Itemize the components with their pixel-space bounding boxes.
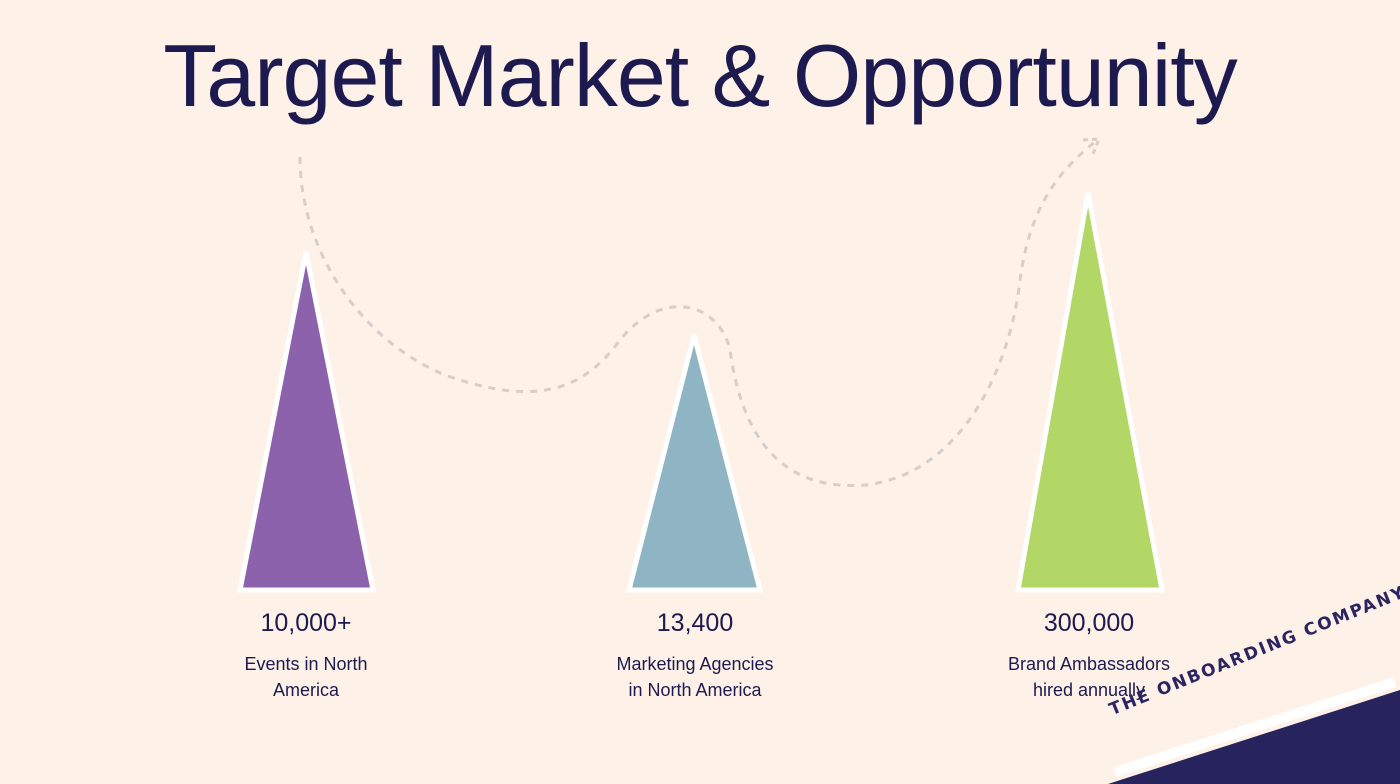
ambassadors-triangle: [1015, 192, 1166, 593]
metric-ambassadors-label: Brand Ambassadors hired annually: [959, 652, 1219, 703]
events-triangle: [236, 251, 377, 593]
brand-banner-edge: [1113, 677, 1397, 777]
metric-agencies-label-line2: in North America: [628, 679, 762, 700]
metric-agencies-value: 13,400: [656, 609, 734, 637]
slide-title: Target Market & Opportunity: [163, 26, 1237, 125]
metric-events-label-line1: Events in North: [244, 654, 368, 674]
metric-ambassadors-label-line1: Brand Ambassadors: [1007, 654, 1171, 674]
trend-curve-dashed: [298, 140, 1096, 488]
brand-banner: [1108, 690, 1400, 784]
metric-agencies: 13,400 Marketing Agencies in North Ameri…: [565, 608, 825, 703]
metric-agencies-label-line1: Marketing Agencies: [616, 654, 774, 674]
metric-events-label: Events in North America: [176, 652, 436, 703]
metric-agencies-label: Marketing Agencies in North America: [565, 652, 825, 703]
metric-ambassadors: 300,000 Brand Ambassadors hired annually: [959, 608, 1219, 703]
agencies-triangle: [625, 334, 764, 593]
metric-events-label-line2: America: [272, 679, 339, 700]
metric-events: 10,000+ Events in North America: [176, 608, 436, 703]
metric-events-value: 10,000+: [260, 609, 352, 637]
metric-ambassadors-label-line2: hired annually: [1032, 679, 1146, 700]
metric-ambassadors-value: 300,000: [1043, 609, 1135, 637]
